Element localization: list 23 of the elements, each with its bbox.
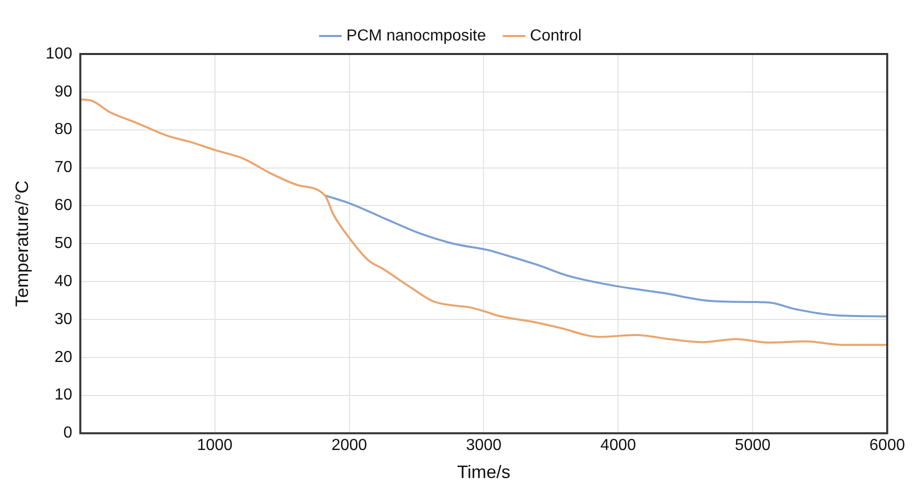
- y-tick-label: 30: [54, 310, 72, 328]
- line-series: [324, 194, 888, 318]
- x-tick-label: 2000: [331, 437, 368, 454]
- legend-label: PCM nanocmposite: [346, 27, 486, 44]
- legend-label: Control: [530, 27, 582, 44]
- y-tick-label: 50: [54, 235, 72, 252]
- y-tick-label: 20: [54, 348, 72, 366]
- y-tick-label: 60: [54, 197, 72, 214]
- y-tick-label: 0: [63, 424, 72, 442]
- line-series: [80, 98, 888, 346]
- y-axis-title: Temperature/°C: [12, 180, 32, 307]
- y-tick-label: 40: [54, 272, 72, 290]
- x-tick-label: 1000: [196, 437, 233, 454]
- x-tick-label: 5000: [734, 437, 771, 454]
- y-tick-label: 10: [54, 386, 72, 404]
- x-tick-label: 4000: [600, 437, 636, 454]
- y-tick-label: 80: [54, 121, 72, 138]
- y-tick-label: 70: [54, 159, 72, 176]
- x-tick-label: 3000: [466, 437, 502, 454]
- x-tick-label: 6000: [869, 437, 906, 454]
- x-axis-title: Time/s: [457, 462, 510, 482]
- y-tick-label: 90: [54, 83, 72, 100]
- y-tick-label: 100: [46, 45, 72, 62]
